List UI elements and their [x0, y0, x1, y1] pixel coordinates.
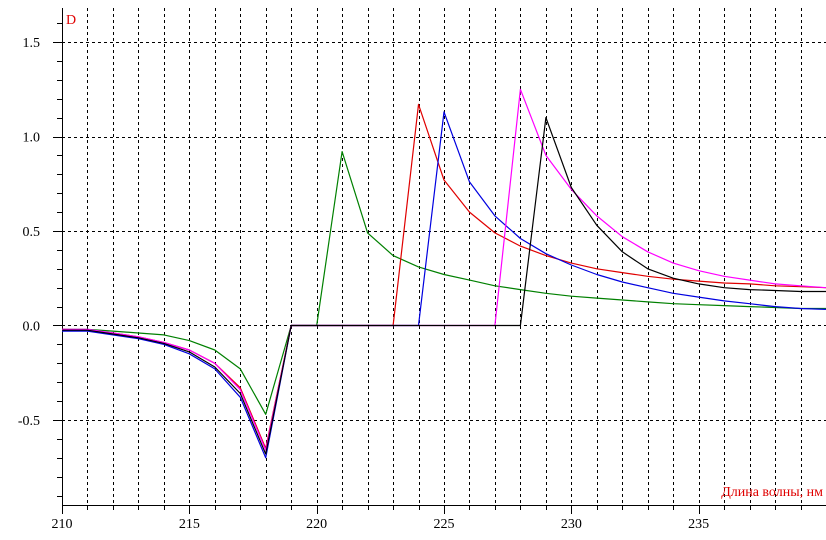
tick-labels: 210 215 220 225 230 235 1.5 1.0 0.5 0.0 -0.5 [18, 36, 709, 532]
grid-lines [62, 8, 826, 505]
x-tick-label: 230 [561, 517, 582, 532]
series-line-2 [61, 103, 826, 449]
x-tick-label: 210 [52, 517, 73, 532]
y-tick-label: 0.5 [23, 225, 41, 240]
y-tick-label: 1.0 [23, 131, 41, 146]
series-line-3 [62, 111, 826, 459]
x-tick-label: 225 [434, 517, 455, 532]
series-line-1 [62, 151, 826, 415]
series-group [61, 88, 826, 459]
series-line-4 [62, 88, 826, 451]
x-tick-label: 215 [179, 517, 200, 532]
y-tick-label: 1.5 [23, 36, 41, 51]
x-axis-label: Длина волны, нм [721, 485, 823, 500]
x-tick-label: 235 [688, 517, 709, 532]
series-line-5 [62, 116, 826, 455]
y-tick-label: -0.5 [18, 414, 40, 429]
y-axis-label: D [66, 13, 76, 28]
x-tick-label: 220 [306, 517, 327, 532]
axis-ticks [53, 23, 802, 514]
y-tick-label: 0.0 [23, 319, 41, 334]
